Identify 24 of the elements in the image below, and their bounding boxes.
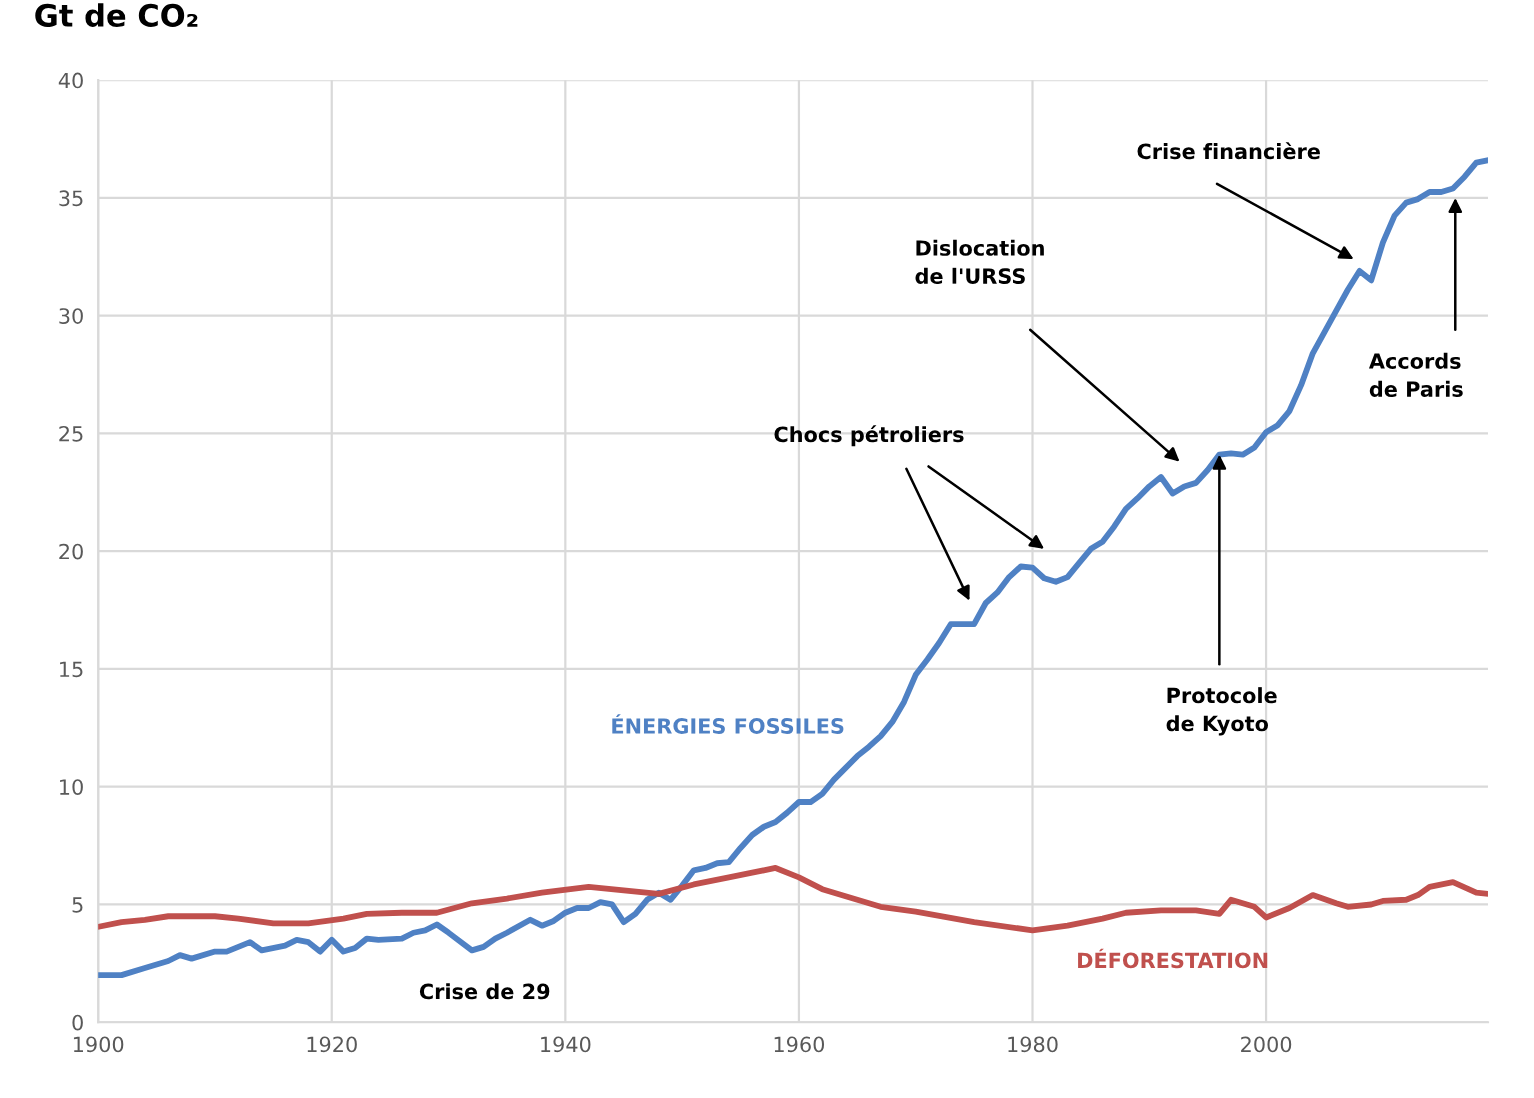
x-tick-label: 1940 [541,1036,591,1053]
y-tick-label: 35 [59,190,83,207]
y-tick-label: 0 [72,1014,83,1031]
y-tick-label: 25 [59,425,83,442]
annotation: Chocs pétroliers [774,425,964,447]
series-label: DÉFORESTATION [1078,948,1268,969]
annotation: Crise financière [1137,142,1320,160]
x-tick-label: 2000 [1241,1036,1292,1053]
x-tick-label: 1960 [774,1036,825,1053]
annotation: Crise de 29 [419,983,550,1000]
x-tick-label: 1900 [73,1036,124,1053]
x-tick-label: 1920 [307,1036,357,1053]
x-tick-label: 1980 [1008,1036,1058,1053]
y-tick-label: 40 [58,72,83,89]
y-tick-label: 20 [59,543,83,560]
y-tick-label: 15 [60,661,83,678]
y-tick-label: 30 [59,308,83,324]
annotation: Accords de Paris [1368,352,1463,397]
annotation: Protocole de Kyoto [1166,687,1277,736]
annotation: Dislocation de l'URSS [915,239,1044,284]
y-tick-label: 5 [72,897,83,913]
chart-title: Gt de CO₂ [35,3,198,27]
y-tick-label: 10 [60,779,83,795]
series-label: ÉNERGIES FOSSILES [612,714,844,734]
